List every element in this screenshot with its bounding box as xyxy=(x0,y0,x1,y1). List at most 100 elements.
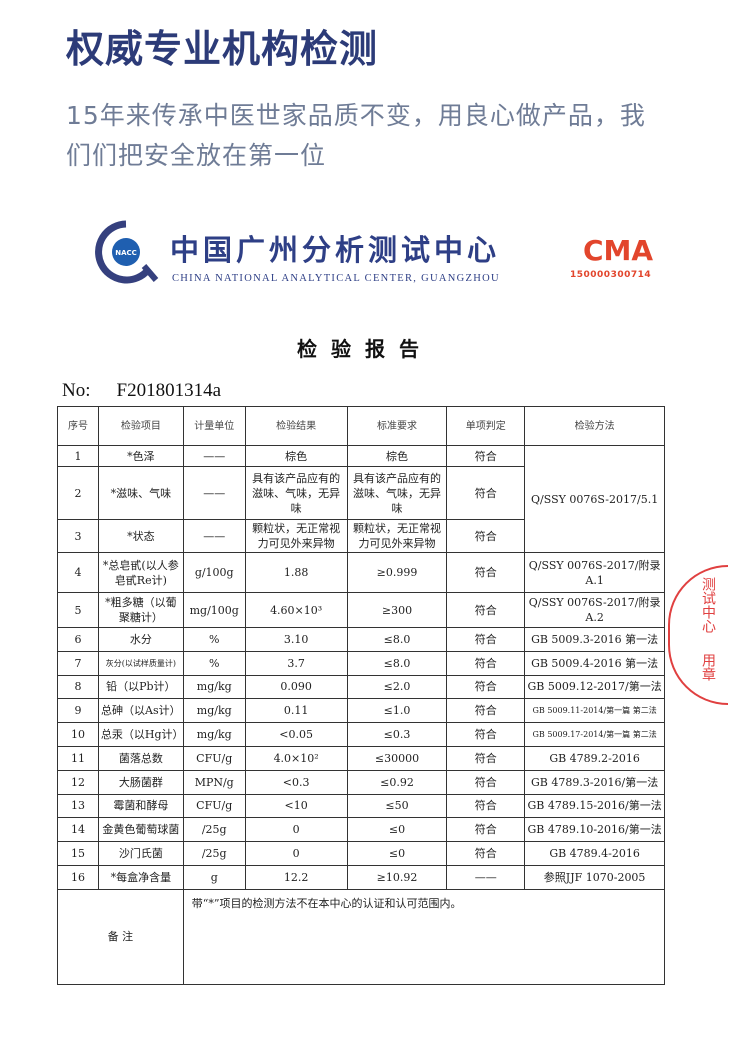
cell-standard: ≤0.92 xyxy=(346,769,448,795)
cell-unit: mg/kg xyxy=(182,698,246,724)
cell-unit: g/100g xyxy=(182,552,246,593)
cell-unit: /25g xyxy=(182,841,246,866)
cma-number: 150000300714 xyxy=(570,270,652,280)
cell-result: 3.7 xyxy=(244,650,348,676)
stamp-text: 测试中心 xyxy=(700,577,716,633)
cell-method: GB 4789.10-2016/第一法 xyxy=(524,817,665,843)
header-standard: 标准要求 xyxy=(346,406,448,446)
cell-result: 4.60×10³ xyxy=(244,592,348,628)
cell-item: 沙门氏菌 xyxy=(97,841,184,866)
page-headline: 权威专业机构检测 xyxy=(66,27,379,71)
remark-row: 备 注带“*”项目的检测方法不在本中心的认证和认可范围内。 xyxy=(57,888,666,985)
cell-judgement: 符合 xyxy=(446,722,526,747)
cell-method: GB 5009.4-2016 第一法 xyxy=(524,650,665,676)
org-name-cn: 中国广州分析测试中心 xyxy=(170,233,501,267)
cell-result: 4.0×10² xyxy=(244,745,348,771)
cell-item: 灰分(以试样质量计) xyxy=(97,650,184,676)
cell-judgement: 符合 xyxy=(446,769,526,795)
cell-unit: CFU/g xyxy=(182,745,246,771)
cell-seq: 11 xyxy=(57,745,99,771)
header-result: 检验结果 xyxy=(244,406,348,446)
cell-method: GB 4789.4-2016 xyxy=(524,841,665,866)
cell-standard: 具有该产品应有的滋味、气味，无异味 xyxy=(346,466,448,520)
cell-unit: mg/100g xyxy=(182,592,246,628)
cell-method: 参照JJF 1070-2005 xyxy=(524,864,665,890)
cell-result: 具有该产品应有的滋味、气味，无异味 xyxy=(244,466,348,520)
cma-mark-icon: CMA xyxy=(583,234,653,267)
cell-judgement: 符合 xyxy=(446,698,526,724)
cell-method: GB 5009.3-2016 第一法 xyxy=(524,627,665,652)
cell-seq: 14 xyxy=(57,817,99,843)
table-row: 7 灰分(以试样质量计)% 3.7 ≤8.0 符合 GB 5009.4-2016 第一法 xyxy=(57,650,665,676)
cell-unit: mg/kg xyxy=(182,674,246,700)
cell-seq: 5 xyxy=(57,592,99,628)
cell-item: *粗多糖（以葡聚糖计） xyxy=(97,592,184,628)
remark-label: 备 注 xyxy=(57,888,184,985)
table-row: 1 *色泽 —— 棕色 棕色 符合 Q/SSY 0076S-2017/5.1 xyxy=(57,445,665,553)
cell-item: 总汞（以Hg计） xyxy=(97,722,184,747)
cell-unit: —— xyxy=(182,466,246,520)
header-seq: 序号 xyxy=(57,406,99,446)
cell-standard: ≤8.0 xyxy=(346,650,448,676)
cell-seq: 13 xyxy=(57,793,99,819)
cell-standard: ≤0 xyxy=(346,817,448,843)
cell-result: <0.05 xyxy=(244,722,348,747)
cell-judgement: 符合 xyxy=(446,817,526,843)
cell-item: 总砷（以As计） xyxy=(97,698,184,724)
cell-result: 0.11 xyxy=(244,698,348,724)
table-row: 4 *总皂甙(以人参皂甙Re计) g/100g 1.88 ≥0.999 符合 Q/SSY 0… xyxy=(57,552,665,593)
cell-item: *总皂甙(以人参皂甙Re计) xyxy=(97,552,184,593)
cell-result: 0 xyxy=(244,817,348,843)
cell-result: 0.090 xyxy=(244,674,348,700)
cell-unit: MPN/g xyxy=(182,769,246,795)
cell-result: <10 xyxy=(244,793,348,819)
cell-seq: 3 xyxy=(57,519,99,553)
cell-item: 菌落总数 xyxy=(97,745,184,771)
cell-item: 金黄色葡萄球菌 xyxy=(97,817,184,843)
table-header-row: 序号 检验项目 计量单位 检验结果 标准要求 单项判定 检验方法 xyxy=(57,406,665,446)
table-row: 3 *状态 —— 颗粒状，无正常视力可见外来异物 颗粒状，无正常视力可见外来异物 符合 xyxy=(57,519,665,553)
table-row: 13 霉菌和酵母 CFU/g <10 ≤50 符合 GB 4789.15-2016/第一法 xyxy=(57,793,665,819)
header-item: 检验项目 xyxy=(97,406,184,446)
cell-unit: g xyxy=(182,864,246,890)
table-row: 14 金黄色葡萄球菌/25g 0 ≤0 符合 GB 4789.10-2016/第一法 xyxy=(57,817,665,843)
cell-standard: ≥0.999 xyxy=(346,552,448,593)
cell-item: 大肠菌群 xyxy=(97,769,184,795)
cell-judgement: 符合 xyxy=(446,745,526,771)
header-unit: 计量单位 xyxy=(182,406,246,446)
table-row: 8 铅（以Pb计） mg/kg 0.090 ≤2.0 符合 GB 5009.12-2017/… xyxy=(57,674,665,700)
cell-seq: 4 xyxy=(57,552,99,593)
report-number: No: F201801314a xyxy=(62,380,247,402)
cell-unit: % xyxy=(182,627,246,652)
cell-unit: CFU/g xyxy=(182,793,246,819)
cell-result: 3.10 xyxy=(244,627,348,652)
cell-standard: ≤0 xyxy=(346,841,448,866)
cell-standard: 棕色 xyxy=(346,445,448,467)
cell-seq: 15 xyxy=(57,841,99,866)
cell-seq: 10 xyxy=(57,722,99,747)
remark-text: 带“*”项目的检测方法不在本中心的认证和认可范围内。 xyxy=(182,888,666,985)
cell-result: 0 xyxy=(244,841,348,866)
cell-judgement: 符合 xyxy=(446,466,526,520)
cell-standard: ≤50 xyxy=(346,793,448,819)
cell-unit: /25g xyxy=(182,817,246,843)
cell-judgement: 符合 xyxy=(446,627,526,652)
cell-judgement: 符合 xyxy=(446,519,526,553)
cell-judgement: 符合 xyxy=(446,650,526,676)
cell-seq: 12 xyxy=(57,769,99,795)
cell-seq: 8 xyxy=(57,674,99,700)
table-row: 10 总汞（以Hg计） mg/kg <0.05 ≤0.3 符合 GB 5009.17-201… xyxy=(57,722,665,747)
table-row: 12 大肠菌群 MPN/g <0.3 ≤0.92 符合 GB 4789.3-2016/第一法 xyxy=(57,769,665,795)
cell-item: 铅（以Pb计） xyxy=(97,674,184,700)
cell-item: 霉菌和酵母 xyxy=(97,793,184,819)
logo-text: NACC xyxy=(115,249,137,257)
cell-unit: —— xyxy=(182,445,246,467)
report-no-label: No: xyxy=(62,380,91,401)
table-row: 6 水分% 3.10 ≤8.0 符合 GB 5009.3-2016 第一法 xyxy=(57,627,665,652)
cell-seq: 2 xyxy=(57,466,99,520)
cell-method: GB 4789.2-2016 xyxy=(524,745,665,771)
cell-standard: ≤1.0 xyxy=(346,698,448,724)
cell-item: *色泽 xyxy=(97,445,184,467)
cell-standard: ≤8.0 xyxy=(346,627,448,652)
table-row: 5 *粗多糖（以葡聚糖计） mg/100g 4.60×10³ ≥300 符合 Q/SSY 0… xyxy=(57,592,665,628)
